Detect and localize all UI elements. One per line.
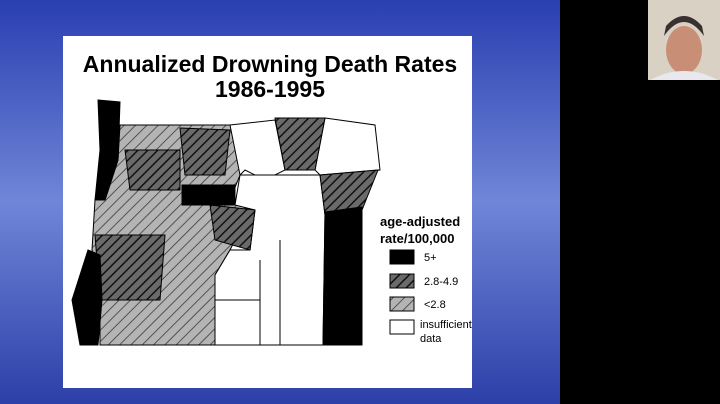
legend-label: 5+ [424, 252, 437, 264]
legend-label: 2.8-4.9 [424, 276, 458, 288]
legend-title: age-adjusted [380, 214, 460, 229]
legend-label: <2.8 [424, 299, 446, 311]
legend-label: insufficient [420, 319, 472, 331]
legend: age-adjusted rate/100,000 5+ 2.8-4.9 <2.… [380, 214, 472, 345]
legend-title: rate/100,000 [380, 231, 454, 246]
webcam [648, 0, 720, 80]
slide-title: Annualized Drowning Death Rates [83, 51, 457, 77]
oregon-map [71, 99, 381, 346]
slide-subtitle: 1986-1995 [215, 76, 325, 102]
legend-swatch [389, 296, 415, 312]
legend-label: data [420, 333, 442, 345]
legend-swatch [389, 319, 415, 335]
legend-swatch [389, 273, 415, 289]
legend-swatch [389, 249, 415, 265]
